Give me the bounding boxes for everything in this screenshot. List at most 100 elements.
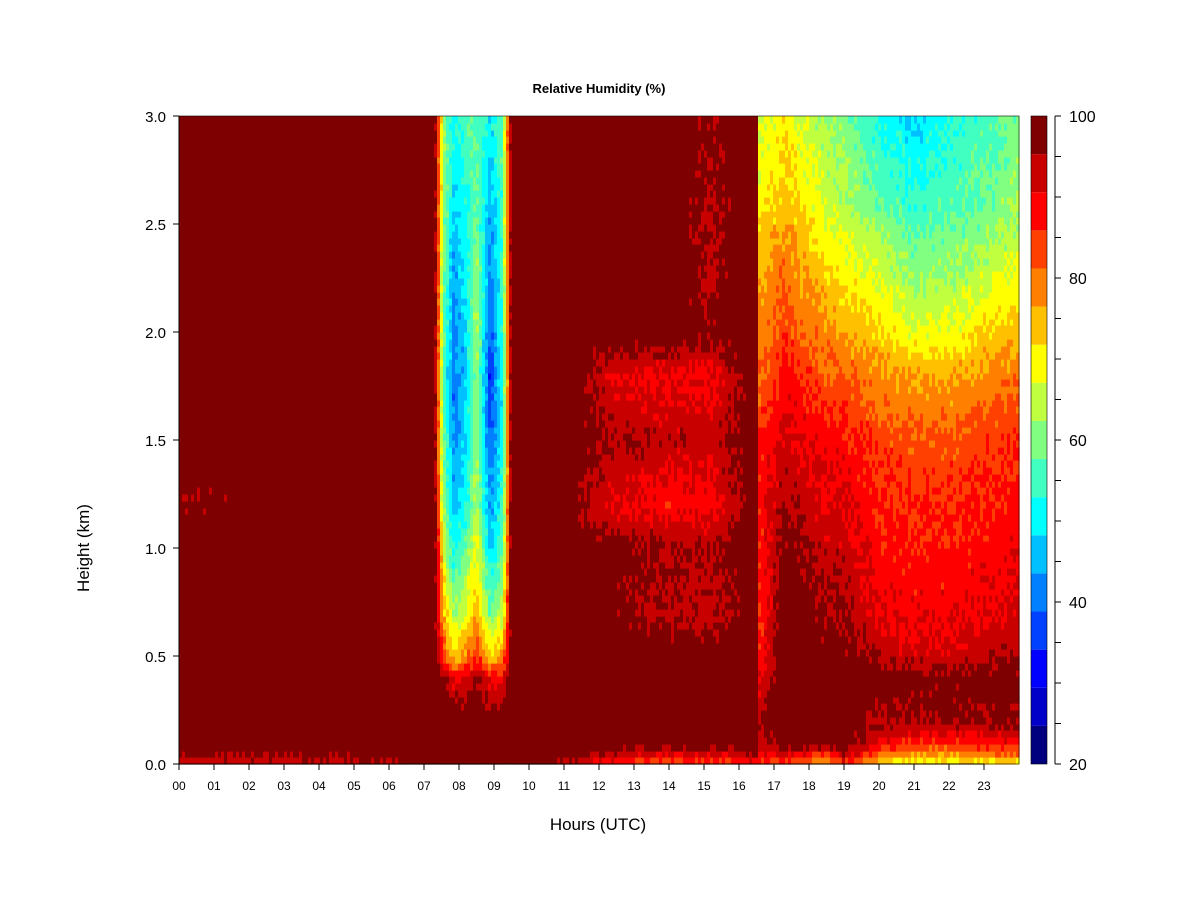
- heatmap-cell: [236, 737, 240, 745]
- heatmap-cell: [197, 332, 201, 340]
- heatmap-cell: [179, 393, 183, 401]
- heatmap-cell: [179, 413, 183, 421]
- heatmap-cell: [206, 427, 210, 434]
- heatmap-cell: [179, 258, 183, 266]
- heatmap-cell: [221, 494, 225, 502]
- heatmap-cell: [179, 683, 183, 691]
- heatmap-cell: [203, 251, 207, 259]
- heatmap-cell: [215, 460, 219, 468]
- heatmap-cell: [203, 265, 207, 272]
- heatmap-cell: [194, 724, 198, 731]
- heatmap-cell: [200, 555, 204, 563]
- heatmap-cell: [182, 427, 186, 434]
- heatmap-cell: [212, 406, 216, 414]
- heatmap-cell: [233, 258, 237, 266]
- heatmap-cell: [194, 589, 198, 596]
- heatmap-cell: [227, 508, 231, 515]
- heatmap-cell: [227, 393, 231, 401]
- heatmap-cell: [185, 427, 189, 434]
- heatmap-cell: [218, 487, 222, 495]
- heatmap-cell: [206, 332, 210, 340]
- heatmap-cell: [194, 670, 198, 677]
- heatmap-cell: [194, 143, 198, 151]
- heatmap-cell: [227, 406, 231, 414]
- heatmap-cell: [227, 278, 231, 286]
- heatmap-cell: [188, 724, 192, 731]
- heatmap-cell: [179, 217, 183, 225]
- heatmap-cell: [224, 265, 228, 272]
- heatmap-cell: [233, 325, 237, 333]
- heatmap-cell: [179, 447, 183, 455]
- heatmap-cell: [191, 460, 195, 468]
- heatmap-cell: [233, 481, 237, 488]
- heatmap-cell: [206, 278, 210, 286]
- heatmap-cell: [224, 420, 228, 428]
- heatmap-cell: [188, 670, 192, 677]
- heatmap-cell: [191, 589, 195, 596]
- heatmap-cell: [221, 204, 225, 212]
- heatmap-cell: [230, 582, 234, 590]
- heatmap-cell: [227, 636, 231, 644]
- heatmap-cell: [227, 656, 231, 664]
- heatmap-cell: [227, 231, 231, 239]
- heatmap-cell: [218, 211, 222, 218]
- heatmap-cell: [188, 312, 192, 320]
- heatmap-cell: [218, 589, 222, 596]
- heatmap-cell: [212, 629, 216, 637]
- heatmap-cell: [188, 413, 192, 421]
- heatmap-cell: [227, 373, 231, 380]
- heatmap-cell: [233, 622, 237, 630]
- heatmap-cell: [206, 238, 210, 245]
- heatmap-cell: [230, 312, 234, 320]
- heatmap-cell: [182, 501, 186, 509]
- heatmap-cell: [182, 616, 186, 623]
- heatmap-cell: [212, 258, 216, 266]
- heatmap-cell: [197, 366, 201, 374]
- heatmap-cell: [200, 643, 204, 650]
- heatmap-cell: [215, 366, 219, 374]
- heatmap-cell: [203, 616, 207, 623]
- heatmap-cell: [206, 582, 210, 590]
- heatmap-cell: [179, 744, 183, 752]
- heatmap-cell: [197, 487, 201, 495]
- heatmap-cell: [200, 535, 204, 542]
- heatmap-cell: [185, 325, 189, 333]
- heatmap-cell: [212, 298, 216, 306]
- heatmap-cell: [188, 730, 192, 738]
- heatmap-cell: [185, 116, 189, 124]
- heatmap-cell: [179, 143, 183, 151]
- heatmap-cell: [197, 541, 201, 549]
- heatmap-cell: [182, 157, 186, 164]
- heatmap-cell: [209, 562, 213, 569]
- heatmap-cell: [206, 177, 210, 185]
- heatmap-cell: [221, 366, 225, 374]
- heatmap-cell: [200, 116, 204, 124]
- heatmap-cell: [227, 197, 231, 205]
- heatmap-cell: [236, 568, 240, 576]
- heatmap-cell: [194, 130, 198, 137]
- heatmap-cell: [209, 292, 213, 299]
- heatmap-cell: [233, 157, 237, 164]
- heatmap-cell: [185, 737, 189, 745]
- heatmap-cell: [188, 737, 192, 745]
- heatmap-cell: [200, 427, 204, 434]
- heatmap-cell: [233, 305, 237, 313]
- heatmap-cell: [191, 170, 195, 178]
- heatmap-cell: [224, 629, 228, 637]
- heatmap-cell: [230, 265, 234, 272]
- heatmap-cell: [185, 555, 189, 563]
- heatmap-cell: [203, 393, 207, 401]
- heatmap-cell: [215, 433, 219, 441]
- heatmap-cell: [215, 535, 219, 542]
- heatmap-cell: [203, 406, 207, 414]
- heatmap-cell: [179, 427, 183, 434]
- heatmap-cell: [233, 676, 237, 684]
- heatmap-cell: [197, 163, 201, 171]
- heatmap-cell: [233, 751, 237, 758]
- heatmap-cell: [227, 130, 231, 137]
- heatmap-cell: [209, 730, 213, 738]
- heatmap-cell: [203, 150, 207, 158]
- heatmap-cell: [215, 258, 219, 266]
- heatmap-cell: [182, 298, 186, 306]
- heatmap-cell: [227, 332, 231, 340]
